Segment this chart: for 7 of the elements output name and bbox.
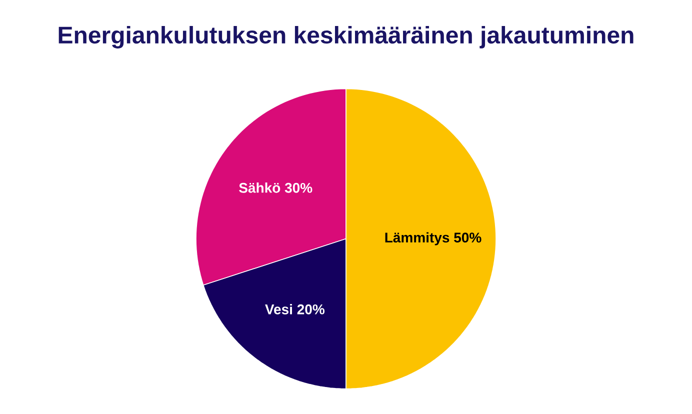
slice-label: Lämmitys bbox=[385, 232, 450, 246]
chart-title: Energiankulutuksen keskimääräinen jakautuminen bbox=[58, 26, 634, 48]
data-label: 50% bbox=[454, 232, 482, 243]
slice-label: Vesi bbox=[265, 304, 292, 314]
slice-label: Sähkö bbox=[239, 182, 280, 193]
data-label: 20% bbox=[297, 304, 324, 314]
data-label: 30% bbox=[284, 182, 312, 193]
